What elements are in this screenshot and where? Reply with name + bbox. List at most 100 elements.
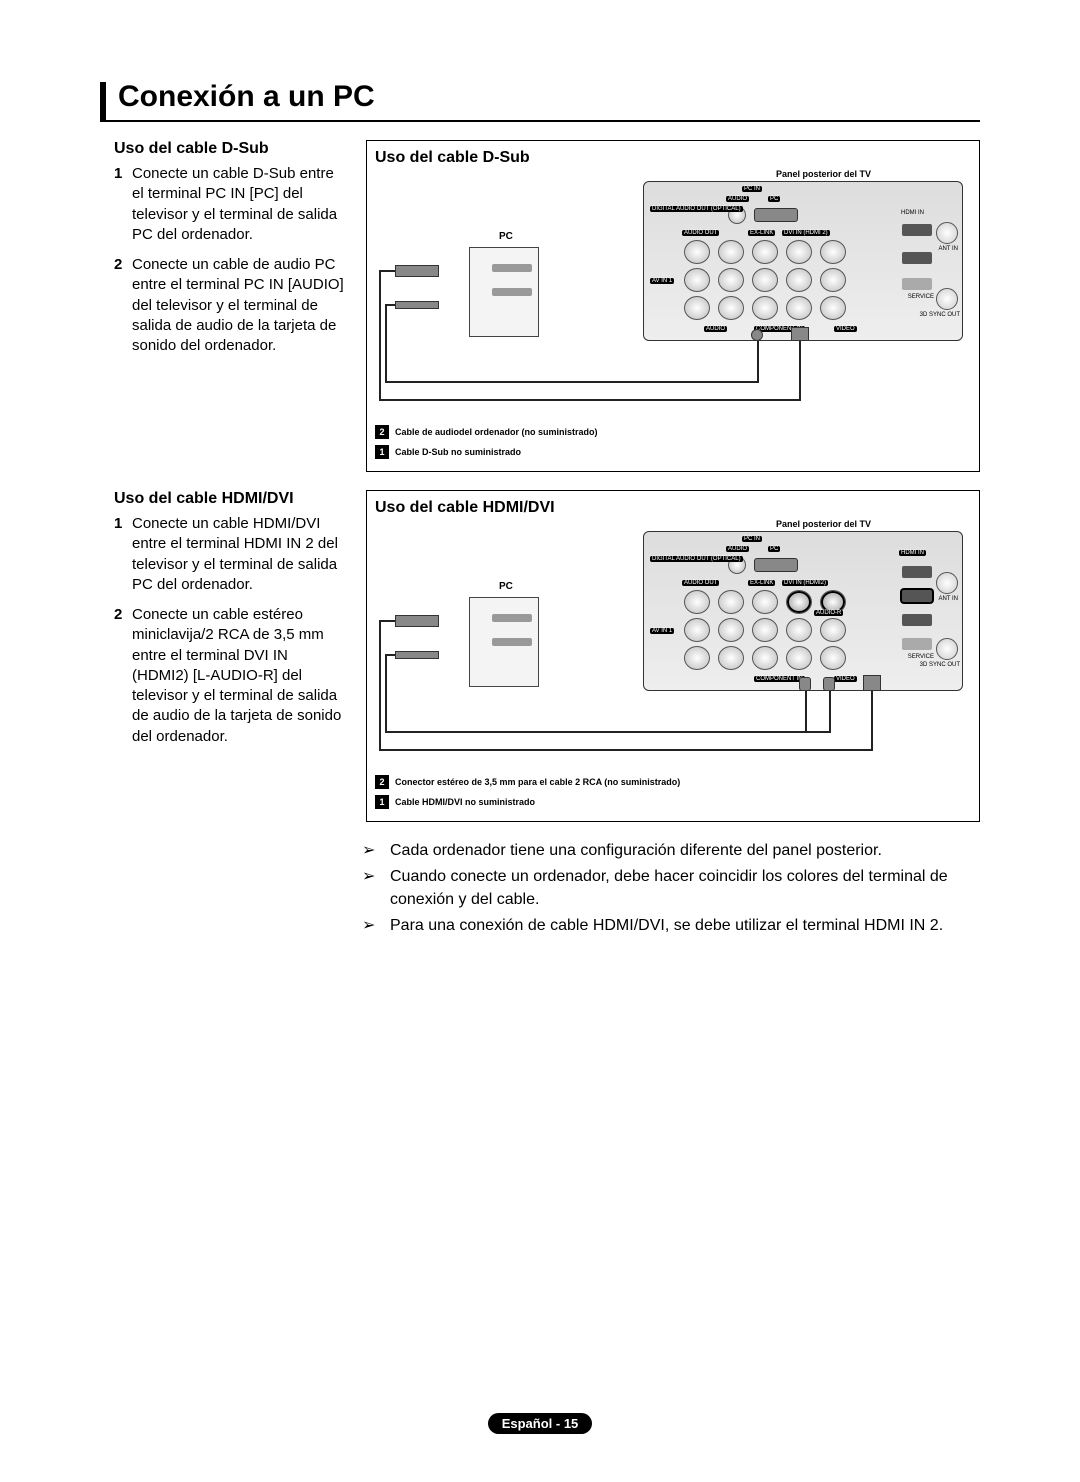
label-antin: ANT IN [936,246,960,252]
rca-plug-tv-r [823,677,835,691]
pc-box [469,247,539,337]
step-text: Conecte un cable D-Sub entre el terminal… [132,164,348,245]
dsub-caption-2: 2 Cable de audiodel ordenador (no sumini… [375,425,971,439]
label-audio-lr: AUDIO-R [814,610,843,616]
port-hdmi-2-highlighted [902,590,932,602]
hdmi-caption-1: 1 Cable HDMI/DVI no suministrado [375,795,971,809]
caption-num: 2 [375,425,389,439]
manual-page: Conexión a un PC Uso del cable D-Sub 1 C… [0,0,1080,1482]
label-sync: 3D SYNC OUT [918,312,962,318]
section-hdmi: Uso del cable HDMI/DVI 1 Conecte un cabl… [100,490,980,822]
port [820,646,846,670]
page-title: Conexión a un PC [100,80,980,114]
label-avin: AV IN 1 [650,278,674,284]
pc-label: PC [499,231,513,242]
label-exlink: EX-LINK [748,230,775,236]
port [752,618,778,642]
port [718,240,744,264]
wire [385,381,757,383]
port-dvi-audio-l [786,590,812,614]
hdmi-heading-left: Uso del cable HDMI/DVI [114,490,348,508]
dsub-diagram: Panel posterior del TV PC IN AUDIO PC HD… [375,169,971,419]
port-service [902,278,932,290]
label-dvi: DVI IN (HDMI 2) [782,230,830,236]
step-number: 2 [114,255,132,356]
caption-num: 1 [375,795,389,809]
step-text: Conecte un cable de audio PC entre el te… [132,255,348,356]
port [752,268,778,292]
label-antin: ANT IN [936,596,960,602]
port-service [902,638,932,650]
step-number: 1 [114,514,132,595]
note-3: ➢ Para una conexión de cable HDMI/DVI, s… [362,915,980,937]
hdmi-plug-tv [863,675,881,691]
port [752,296,778,320]
title-underline [100,120,980,122]
wire [385,654,387,732]
label-video: VIDEO [834,326,857,332]
vga-plug-tv [791,327,809,341]
step-text: Conecte un cable HDMI/DVI entre el termi… [132,514,348,595]
label-hdmiin: HDMI IN [899,210,926,216]
note-text: Cuando conecte un ordenador, debe hacer … [390,866,980,911]
port [752,646,778,670]
dsub-right-col: Uso del cable D-Sub Panel posterior del … [366,140,980,472]
dsub-step-2: 2 Conecte un cable de audio PC entre el … [114,255,348,356]
wire [379,620,395,622]
wire [385,304,387,382]
hdmi-step-1: 1 Conecte un cable HDMI/DVI entre el ter… [114,514,348,595]
audio-plug-pc [395,651,439,659]
dsub-plug-pc [395,265,439,277]
dsub-step-1: 1 Conecte un cable D-Sub entre el termin… [114,164,348,245]
footer-pill: Español - 15 [488,1413,593,1434]
note-text: Para una conexión de cable HDMI/DVI, se … [390,915,943,937]
hdmi-step-2: 2 Conecte un cable estéreo miniclavija/2… [114,605,348,747]
port-vga [754,208,798,222]
label-pcin: PC IN [742,536,762,542]
port [752,240,778,264]
port [820,618,846,642]
label-hdmiin: HDMI IN [899,550,926,556]
port [684,240,710,264]
wire [385,731,805,733]
rca-plug-tv-l [799,677,811,691]
hdmi-right-col: Uso del cable HDMI/DVI Panel posterior d… [366,490,980,822]
label-component: COMPONENT IN [754,676,805,682]
hdmi-diagram-box: Uso del cable HDMI/DVI Panel posterior d… [366,490,980,822]
label-audio: AUDIO [726,546,749,552]
label-sync: 3D SYNC OUT [918,662,962,668]
tv-back-panel: PC IN AUDIO PC HDMI IN DIGITAL AUDIO OUT… [643,531,963,691]
note-arrow-icon: ➢ [362,840,382,862]
note-arrow-icon: ➢ [362,915,382,937]
label-service: SERVICE [906,294,936,300]
port [820,240,846,264]
wire [805,731,831,733]
step-text: Conecte un cable estéreo miniclavija/2 R… [132,605,348,747]
port [718,590,744,614]
port-3d-sync [936,288,958,310]
caption-text: Cable de audiodel ordenador (no suminist… [395,427,598,437]
wire [379,399,799,401]
label-pc: PC [768,546,780,552]
label-pc: PC [768,196,780,202]
dsub-caption-1: 1 Cable D-Sub no suministrado [375,445,971,459]
port [718,268,744,292]
label-exlink: EX-LINK [748,580,775,586]
wire [799,341,801,401]
label-digital-audio: DIGITAL AUDIO OUT (OPTICAL) [650,206,743,212]
dsub-diagram-box: Uso del cable D-Sub Panel posterior del … [366,140,980,472]
port [718,646,744,670]
dsub-heading-right: Uso del cable D-Sub [375,149,971,167]
port [718,618,744,642]
notes-block: ➢ Cada ordenador tiene una configuración… [362,840,980,938]
note-2: ➢ Cuando conecte un ordenador, debe hace… [362,866,980,911]
hdmi-heading-right: Uso del cable HDMI/DVI [375,499,971,517]
wire [805,691,807,733]
wire [379,270,395,272]
label-audio: AUDIO [726,196,749,202]
section-dsub: Uso del cable D-Sub 1 Conecte un cable D… [100,140,980,472]
port-ant-in [936,572,958,594]
wire [379,620,381,750]
hdmi-caption-2: 2 Conector estéreo de 3,5 mm para el cab… [375,775,971,789]
pc-box [469,597,539,687]
